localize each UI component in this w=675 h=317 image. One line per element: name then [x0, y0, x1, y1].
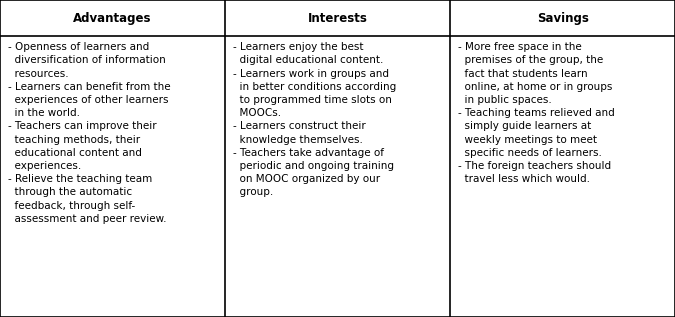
Text: Interests: Interests: [308, 12, 367, 25]
Text: - Openness of learners and
  diversification of information
  resources.
- Learn: - Openness of learners and diversificati…: [8, 42, 171, 224]
Text: Advantages: Advantages: [73, 12, 152, 25]
Text: - More free space in the
  premises of the group, the
  fact that students learn: - More free space in the premises of the…: [458, 42, 615, 184]
Text: Savings: Savings: [537, 12, 589, 25]
Text: - Learners enjoy the best
  digital educational content.
- Learners work in grou: - Learners enjoy the best digital educat…: [233, 42, 396, 197]
